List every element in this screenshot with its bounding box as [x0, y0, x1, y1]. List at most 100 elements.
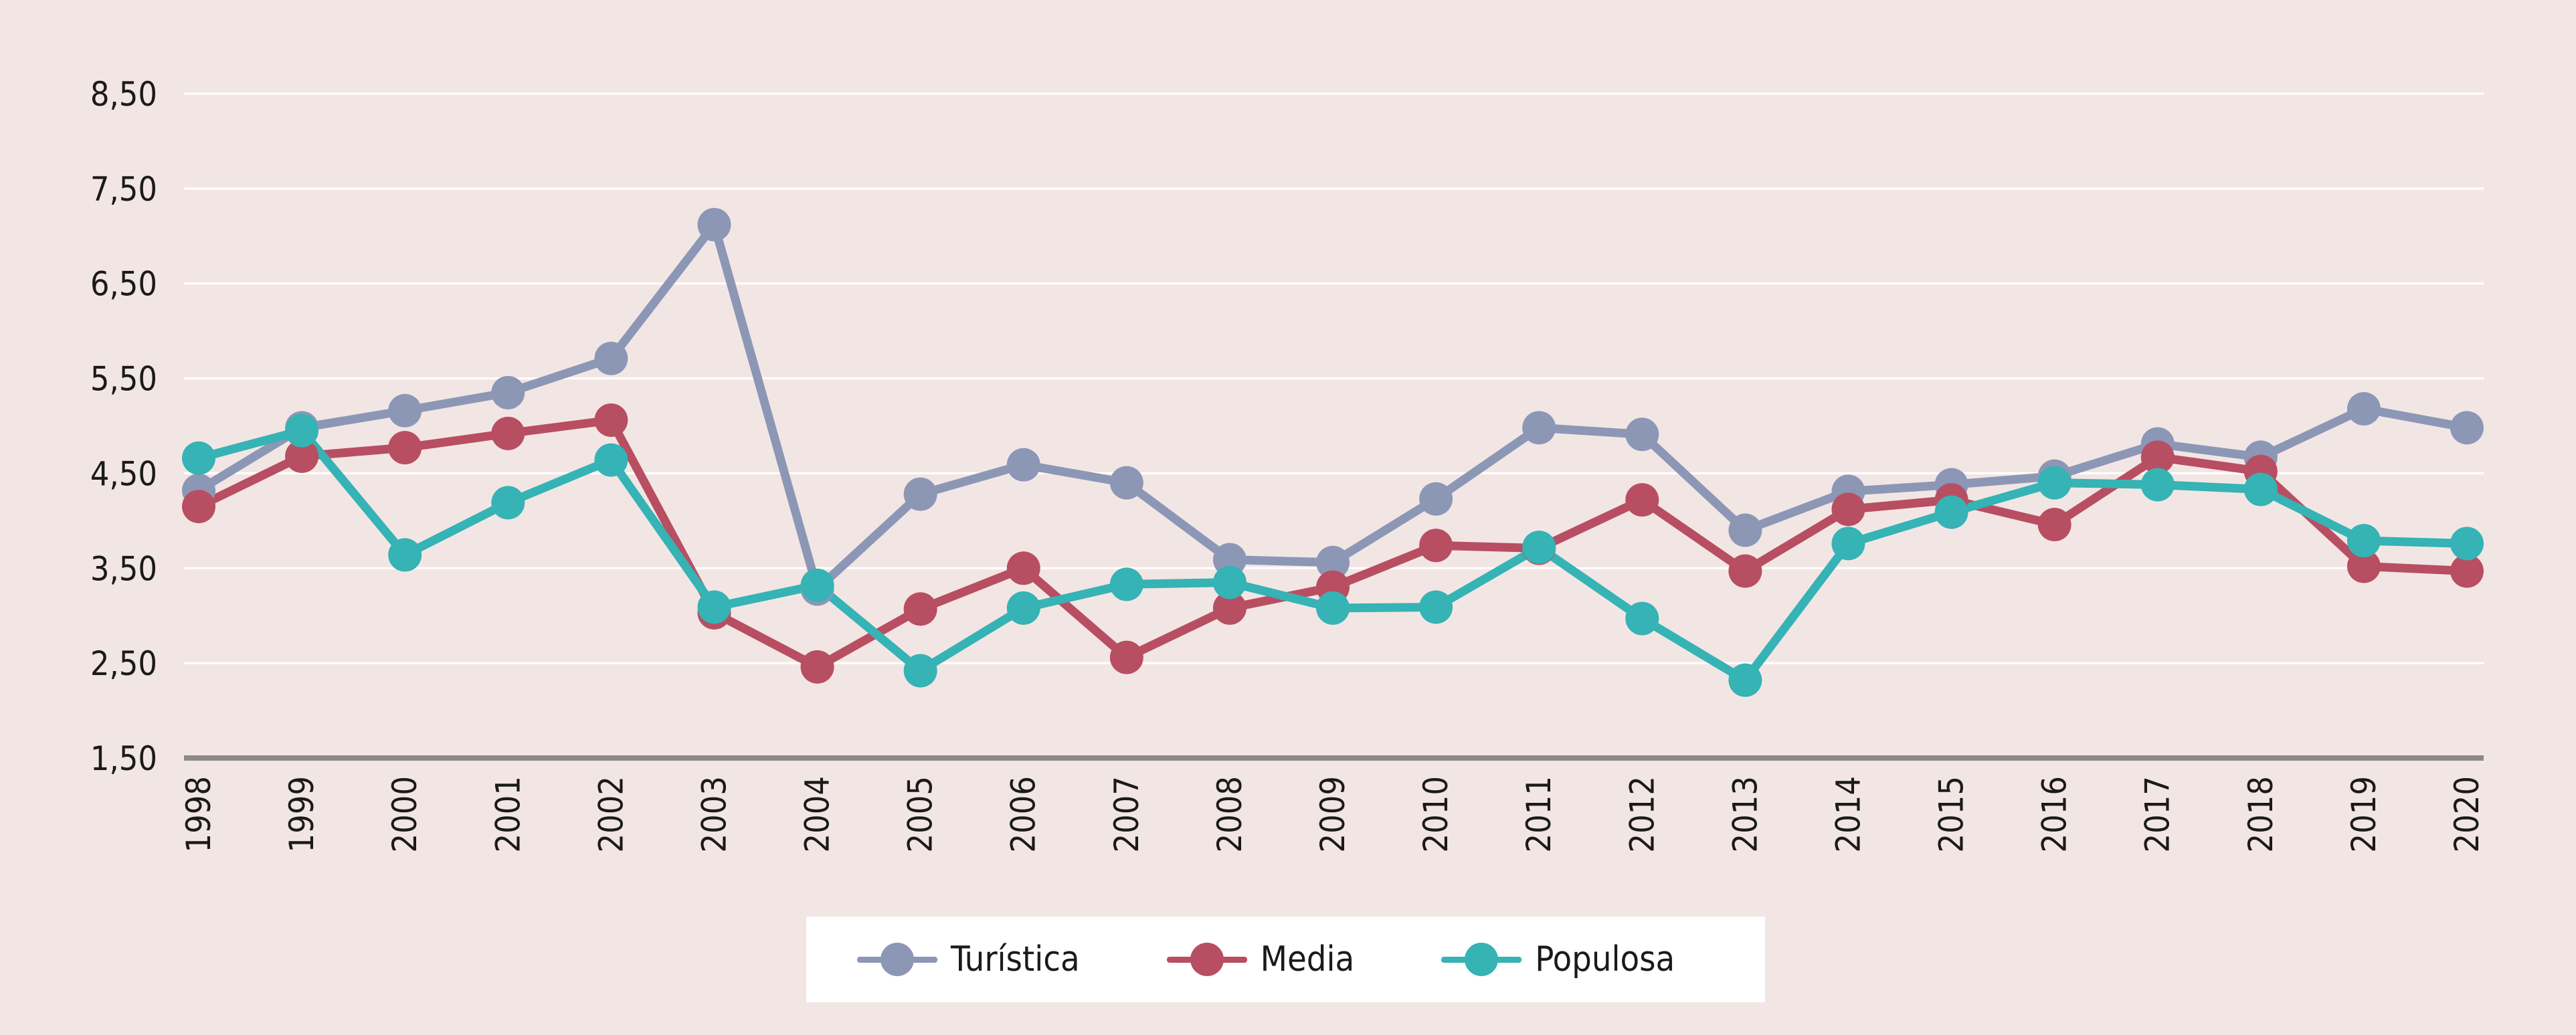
- legend-item-media: Media: [1166, 939, 1355, 979]
- data-point-0: [491, 375, 525, 409]
- data-point-1: [1006, 551, 1040, 585]
- data-point-2: [697, 590, 731, 624]
- data-point-0: [1316, 545, 1350, 579]
- x-tick-label: 2003: [695, 776, 733, 852]
- data-point-2: [388, 538, 422, 572]
- data-point-1: [1109, 640, 1143, 674]
- legend-marker: [881, 943, 914, 976]
- data-point-2: [2037, 466, 2072, 500]
- legend-label-media: Media: [1260, 939, 1355, 979]
- y-tick-label: 6,50: [90, 265, 157, 304]
- data-point-2: [1934, 495, 1968, 529]
- x-tick-label: 2018: [2241, 776, 2280, 852]
- x-tick-label: 2013: [1726, 776, 1764, 852]
- data-point-0: [1109, 466, 1143, 500]
- legend: Turística Media Populosa: [806, 917, 1765, 1002]
- data-point-2: [1728, 663, 1762, 697]
- data-point-0: [1522, 411, 1556, 445]
- x-tick-label: 2005: [901, 776, 940, 852]
- legend-item-turistica: Turística: [857, 939, 1080, 979]
- x-tick-label: 2019: [2344, 776, 2383, 852]
- y-tick-label: 8,50: [90, 75, 157, 114]
- data-point-1: [594, 403, 628, 437]
- x-tick-label: 2000: [385, 776, 424, 852]
- x-tick-label: 2009: [1313, 776, 1352, 852]
- x-tick-label: 2015: [1932, 776, 1971, 852]
- legend-swatch-populosa: [1441, 939, 1522, 979]
- data-point-2: [800, 568, 834, 602]
- data-point-1: [1419, 529, 1453, 563]
- x-tick-label: 2007: [1107, 776, 1146, 852]
- legend-item-populosa: Populosa: [1441, 939, 1675, 979]
- data-point-2: [2243, 472, 2278, 506]
- data-point-1: [2140, 440, 2175, 474]
- data-point-1: [388, 431, 422, 465]
- legend-swatch-turistica: [857, 939, 937, 979]
- data-point-2: [182, 441, 215, 475]
- data-point-2: [2347, 524, 2381, 558]
- data-point-1: [285, 439, 319, 473]
- x-tick-label: 1999: [282, 776, 321, 852]
- data-point-1: [2037, 508, 2072, 542]
- x-tick-label: 2012: [1623, 776, 1661, 852]
- y-axis-tick-labels: 8,50 7,50 6,50 5,50 4,50 3,50 2,50 1,50: [90, 75, 157, 778]
- data-point-0: [1419, 482, 1453, 516]
- data-point-0: [903, 477, 937, 511]
- data-point-0: [1728, 513, 1762, 547]
- data-point-2: [1006, 591, 1040, 625]
- data-point-1: [903, 592, 937, 626]
- data-point-2: [491, 486, 525, 520]
- data-point-0: [2450, 411, 2484, 445]
- data-point-0: [388, 393, 422, 428]
- data-point-2: [2450, 527, 2484, 561]
- data-point-1: [2347, 549, 2381, 583]
- y-tick-label: 7,50: [90, 170, 157, 209]
- legend-label-turistica: Turística: [951, 939, 1080, 979]
- series-line-0: [194, 220, 2472, 593]
- data-point-2: [1212, 565, 1247, 599]
- x-tick-label: 2006: [1004, 776, 1043, 852]
- x-tick-label: 2011: [1520, 776, 1558, 852]
- legend-marker: [1190, 943, 1224, 976]
- data-point-0: [594, 341, 628, 375]
- data-point-2: [285, 413, 319, 448]
- x-tick-label: 2001: [488, 776, 527, 852]
- data-point-2: [903, 654, 937, 688]
- data-point-2: [2140, 468, 2175, 502]
- y-tick-label: 4,50: [90, 454, 157, 493]
- data-point-0: [1625, 417, 1659, 452]
- x-tick-label: 2002: [591, 776, 630, 852]
- x-tick-label: 2004: [798, 776, 837, 852]
- x-tick-label: 2016: [2035, 776, 2074, 852]
- data-point-0: [697, 207, 731, 242]
- x-tick-label: 2010: [1416, 776, 1455, 852]
- data-point-2: [1522, 531, 1556, 565]
- data-point-1: [1625, 483, 1659, 517]
- data-point-2: [1625, 601, 1659, 636]
- x-tick-label: 2014: [1829, 776, 1867, 852]
- x-tick-label: 2020: [2448, 776, 2486, 852]
- data-point-0: [1006, 448, 1040, 482]
- data-point-1: [1831, 492, 1865, 527]
- data-points: [182, 207, 2484, 697]
- y-tick-label: 1,50: [90, 739, 157, 778]
- x-tick-label: 2017: [2138, 776, 2177, 852]
- legend-label-populosa: Populosa: [1535, 939, 1675, 979]
- data-point-2: [1831, 527, 1865, 561]
- legend-marker: [1465, 943, 1499, 976]
- data-point-1: [2450, 554, 2484, 588]
- data-point-2: [1316, 591, 1350, 625]
- data-point-1: [1728, 554, 1762, 588]
- x-axis-tick-labels: 1998 1999 2000 2001 2002 2003 2004 2005 2006 2007…: [179, 776, 2486, 852]
- y-tick-label: 2,50: [90, 644, 157, 683]
- legend-swatch-media: [1166, 939, 1247, 979]
- y-tick-label: 3,50: [90, 549, 157, 588]
- data-point-1: [491, 416, 525, 450]
- data-point-1: [800, 650, 834, 684]
- data-point-2: [594, 443, 628, 477]
- data-point-1: [1212, 591, 1247, 625]
- data-point-2: [1109, 567, 1143, 601]
- data-point-0: [2347, 391, 2381, 426]
